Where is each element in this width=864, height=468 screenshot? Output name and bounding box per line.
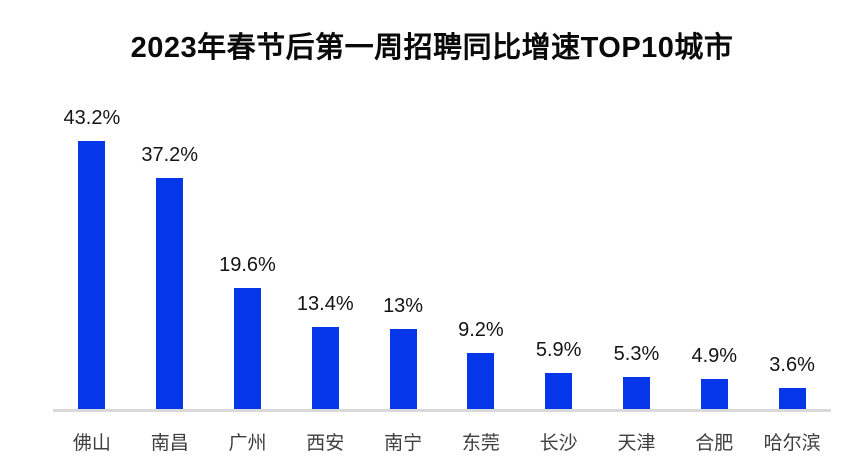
chart-title: 2023年春节后第一周招聘同比增速TOP10城市 [130,32,734,64]
bar-column: 19.6% [209,254,287,410]
category-axis: 佛山 南昌 广州 西安 南宁 东莞 长沙 天津 合肥 哈尔滨 [53,428,831,455]
category-label: 佛山 [72,433,111,454]
bar-chart-plot-area: 43.2% 37.2% 19.6% 13.4% 13% 9.2% 5.9% 5.3% 4.9% 3… [53,98,831,410]
bar [156,178,184,410]
bar [778,388,806,410]
category-label: 西安 [306,433,345,454]
bar-column: 4.9% [675,345,753,410]
category-label: 天津 [617,433,656,454]
bar-column: 5.3% [598,343,676,410]
value-label: 9.2% [458,319,504,341]
category-label: 南昌 [150,433,189,454]
value-label: 43.2% [63,107,121,129]
bar-column: 13% [364,295,442,410]
bar [233,288,261,410]
value-label: 5.3% [613,343,660,365]
bar [311,327,339,410]
bar-column: 9.2% [442,319,520,410]
bar [78,141,106,410]
bar-column: 3.6% [753,354,831,410]
bar [622,377,650,410]
value-label: 5.9% [535,339,582,361]
value-label: 19.6% [219,254,276,276]
value-label: 37.2% [141,144,199,166]
category-label: 长沙 [539,433,578,454]
category-label: 合肥 [695,433,734,454]
category-label: 东莞 [461,433,500,454]
category-label: 南宁 [384,433,423,454]
bar [389,329,417,410]
bar-column: 13.4% [286,293,364,410]
bar [545,373,573,410]
value-label: 13% [383,295,424,317]
bar [467,353,495,410]
x-axis-baseline [53,409,831,412]
bar-column: 5.9% [520,339,598,410]
bar-column: 37.2% [131,144,209,410]
value-label: 4.9% [691,345,738,367]
bar-column: 43.2% [53,107,131,410]
value-label: 3.6% [769,354,815,376]
category-label: 哈尔滨 [763,433,821,454]
category-label: 广州 [228,433,267,454]
value-label: 13.4% [296,293,354,315]
bar [700,379,728,410]
